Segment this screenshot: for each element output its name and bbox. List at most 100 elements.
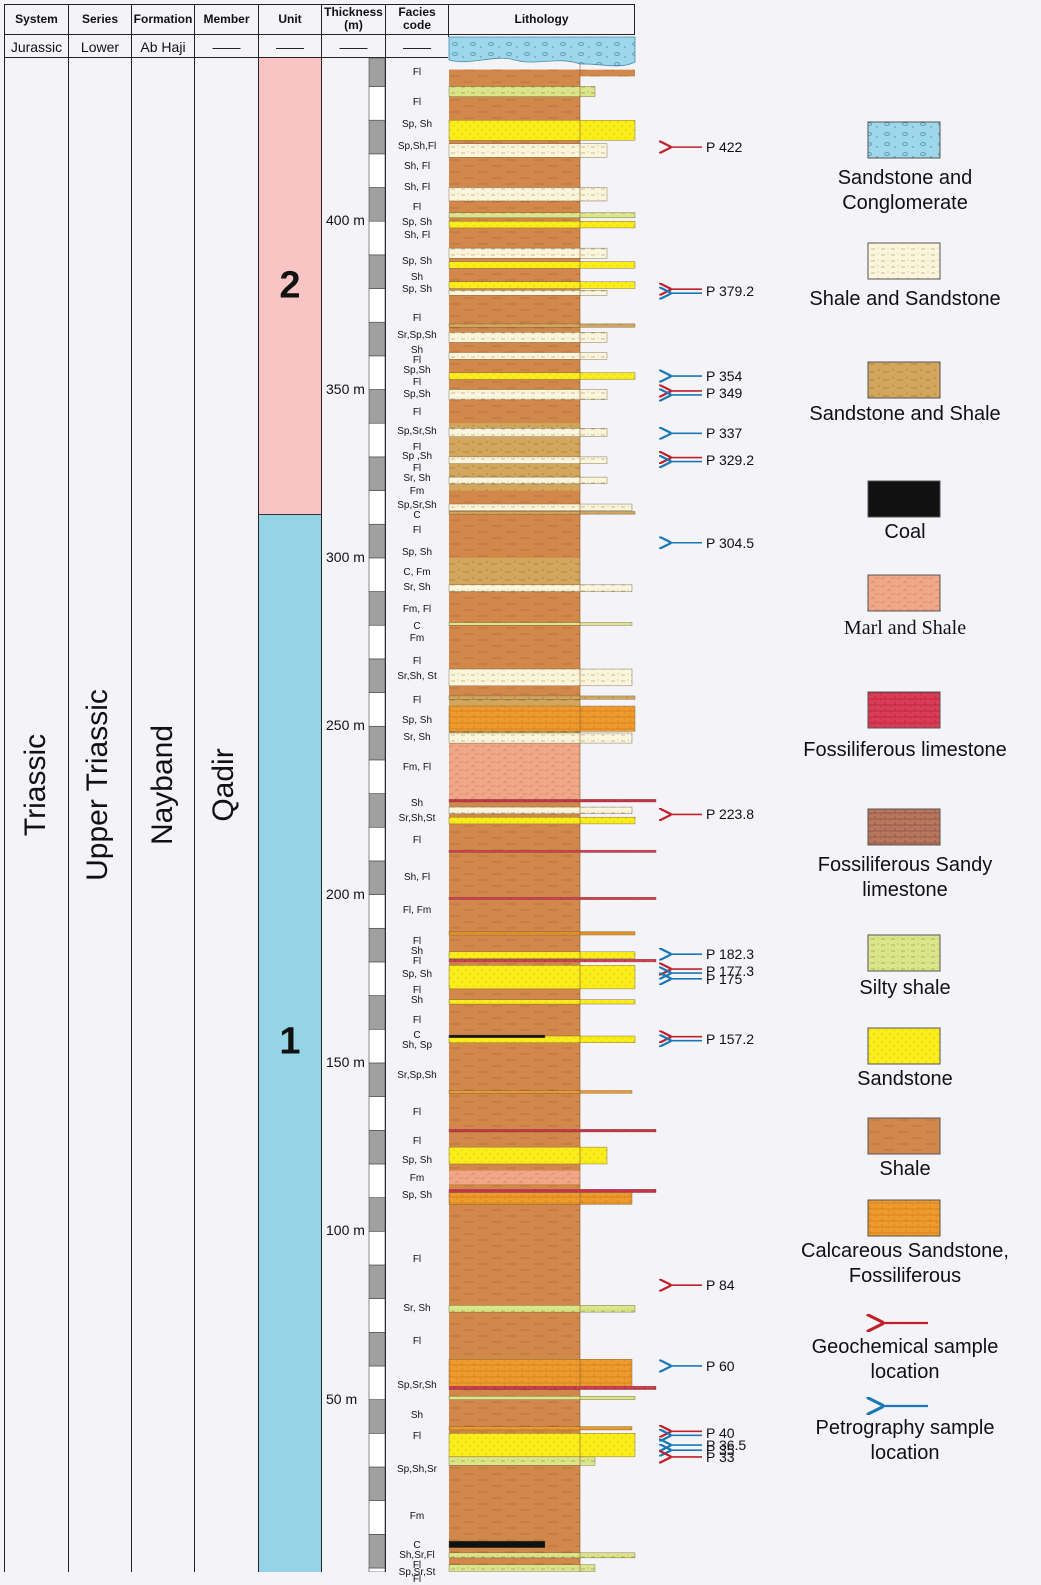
- facies-code: Sr, Sh: [403, 732, 431, 744]
- lithology-bed-fossiliferous-limestone: [448, 799, 657, 803]
- facies-code: Fm: [409, 486, 425, 498]
- lithology-bed-silty-shale: [448, 622, 633, 626]
- facies-code: Fl: [412, 1107, 422, 1119]
- lithology-bed-shale-sandstone: [448, 352, 608, 360]
- facies-code: Sp, Sh: [401, 284, 433, 296]
- facies-code: Fl: [412, 1014, 422, 1026]
- facies-code: Sp,Sr,Sh: [397, 425, 437, 437]
- facies-code: Fl: [412, 1573, 422, 1585]
- scale-segment: [368, 187, 386, 222]
- facies-code: Fl: [412, 955, 422, 967]
- thickness-tick-label: 250 m: [326, 717, 365, 734]
- lithology-bed-shale-sandstone: [448, 456, 608, 464]
- scale-segment: [368, 961, 386, 996]
- scale-segment: [368, 1298, 386, 1333]
- scale-segment: [368, 254, 386, 289]
- scale-segment: [368, 624, 386, 660]
- lithology-interval-marl-shale: [449, 1170, 580, 1185]
- lithology-bed-sandstone: [448, 220, 636, 229]
- legend-label-silty-shale: Silty shale: [859, 977, 951, 999]
- scale-segment: [368, 1433, 386, 1468]
- facies-code: Fm: [409, 1173, 425, 1185]
- facies-code: Fl: [412, 1253, 422, 1265]
- lithology-bed-shale-sandstone: [448, 668, 633, 687]
- sample-label: P 157.2: [706, 1030, 755, 1047]
- facies-code: Fl: [412, 376, 422, 388]
- lithology-bed-fossiliferous-limestone: [448, 1129, 657, 1133]
- facies-code: Fl: [412, 312, 422, 324]
- facies-code: Fl: [412, 694, 422, 706]
- legend-swatch-silty-shale: [867, 934, 941, 972]
- scale-segment: [368, 288, 386, 323]
- sample-label: P 35: [706, 1442, 735, 1459]
- lithology-bed-coal: [448, 1034, 546, 1038]
- facies-code: Sp,Sh,Fl: [397, 141, 437, 153]
- scale-segment: [368, 759, 386, 794]
- facies-code: Sp,Sr,Sh: [397, 1380, 437, 1392]
- scale-segment: [368, 692, 386, 727]
- scale-segment: [368, 490, 386, 525]
- legend-swatch-coal: [867, 480, 941, 518]
- facies-code: Sp, Sh: [401, 969, 433, 981]
- facies-code: Sp, Sh: [401, 1154, 433, 1166]
- scale-segment: [368, 1399, 386, 1434]
- lithology-bed-sandstone: [448, 261, 636, 269]
- facies-code: Fm, Fl: [402, 604, 432, 616]
- lithology-bed-sandstone: [448, 372, 636, 380]
- top-facies: ——: [403, 39, 431, 55]
- legend-swatch-fossiliferous-sandy-limestone: [867, 808, 941, 846]
- system-label: Triassic: [19, 733, 52, 837]
- facies-code: Fl: [412, 834, 422, 846]
- lithology-bed-sandstone: [448, 1433, 636, 1458]
- sample-label: P 60: [706, 1357, 735, 1374]
- lithology-bed-calcareous-sandstone: [448, 705, 636, 732]
- facies-code: Sp, Sh: [401, 255, 433, 267]
- sample-label: P 337: [706, 425, 743, 442]
- legend-label-fossiliferous-limestone: Fossiliferous limestone: [803, 739, 1007, 761]
- series-label: Upper Triassic: [81, 689, 114, 881]
- scale-segment: [368, 1028, 386, 1064]
- facies-code: Sr,Sh, St: [397, 671, 437, 683]
- unit-2-label: 2: [279, 264, 301, 307]
- lithology-bed-sandstone: [448, 951, 636, 959]
- sample-label: P 422: [706, 139, 743, 156]
- facies-code: Fl: [412, 984, 422, 996]
- scale-segment: [368, 557, 386, 592]
- scale-segment: [368, 389, 386, 424]
- lithology-bed-sandstone-shale: [448, 323, 636, 328]
- unit-1-label: 1: [279, 1020, 301, 1063]
- lithology-bed-fossiliferous-limestone: [448, 1385, 657, 1390]
- scale-segment: [368, 355, 386, 390]
- lithology-interval-shale: [449, 69, 635, 77]
- scale-segment: [368, 725, 386, 761]
- facies-code: Fm, Fl: [402, 762, 432, 774]
- lithology-bed-calcareous-sandstone: [448, 1192, 633, 1205]
- lithology-bed-shale-sandstone: [448, 732, 633, 744]
- lithology-bed-shale-sandstone: [448, 503, 633, 511]
- facies-code: Sp, Sh: [401, 119, 433, 131]
- facies-code: Fl: [412, 1336, 422, 1348]
- facies-code: Sh, Fl: [403, 871, 431, 883]
- sample-label: P 177.3: [706, 963, 755, 980]
- lithology-bed-sandstone: [448, 816, 636, 825]
- legend: [867, 121, 941, 1406]
- scale-segment: [368, 826, 386, 862]
- member-label: Qadir: [207, 748, 240, 822]
- facies-code: C: [413, 509, 421, 521]
- legend-label-calcareous-sandstone: Calcareous Sandstone, Fossiliferous: [801, 1240, 1009, 1287]
- facies-code: Fl: [412, 442, 422, 454]
- lithology-bed-silty-shale: [448, 1552, 636, 1559]
- facies-code: C: [413, 620, 421, 632]
- lithology-bed-silty-shale: [448, 1396, 636, 1400]
- lithology-bed-shale-sandstone: [448, 143, 608, 158]
- lithology-bed-sandstone: [448, 999, 636, 1005]
- lithology-bed-silty-shale: [448, 1305, 636, 1313]
- scale-segment: [368, 523, 386, 559]
- header-formation: Formation: [133, 11, 193, 26]
- legend-label-sandstone: Sandstone: [857, 1068, 953, 1090]
- facies-code: Sp, Sh: [401, 1189, 433, 1201]
- legend-swatch-fossiliferous-limestone: [867, 691, 941, 729]
- lithology-bed-shale-sandstone: [448, 247, 608, 259]
- scale-segment: [368, 860, 386, 895]
